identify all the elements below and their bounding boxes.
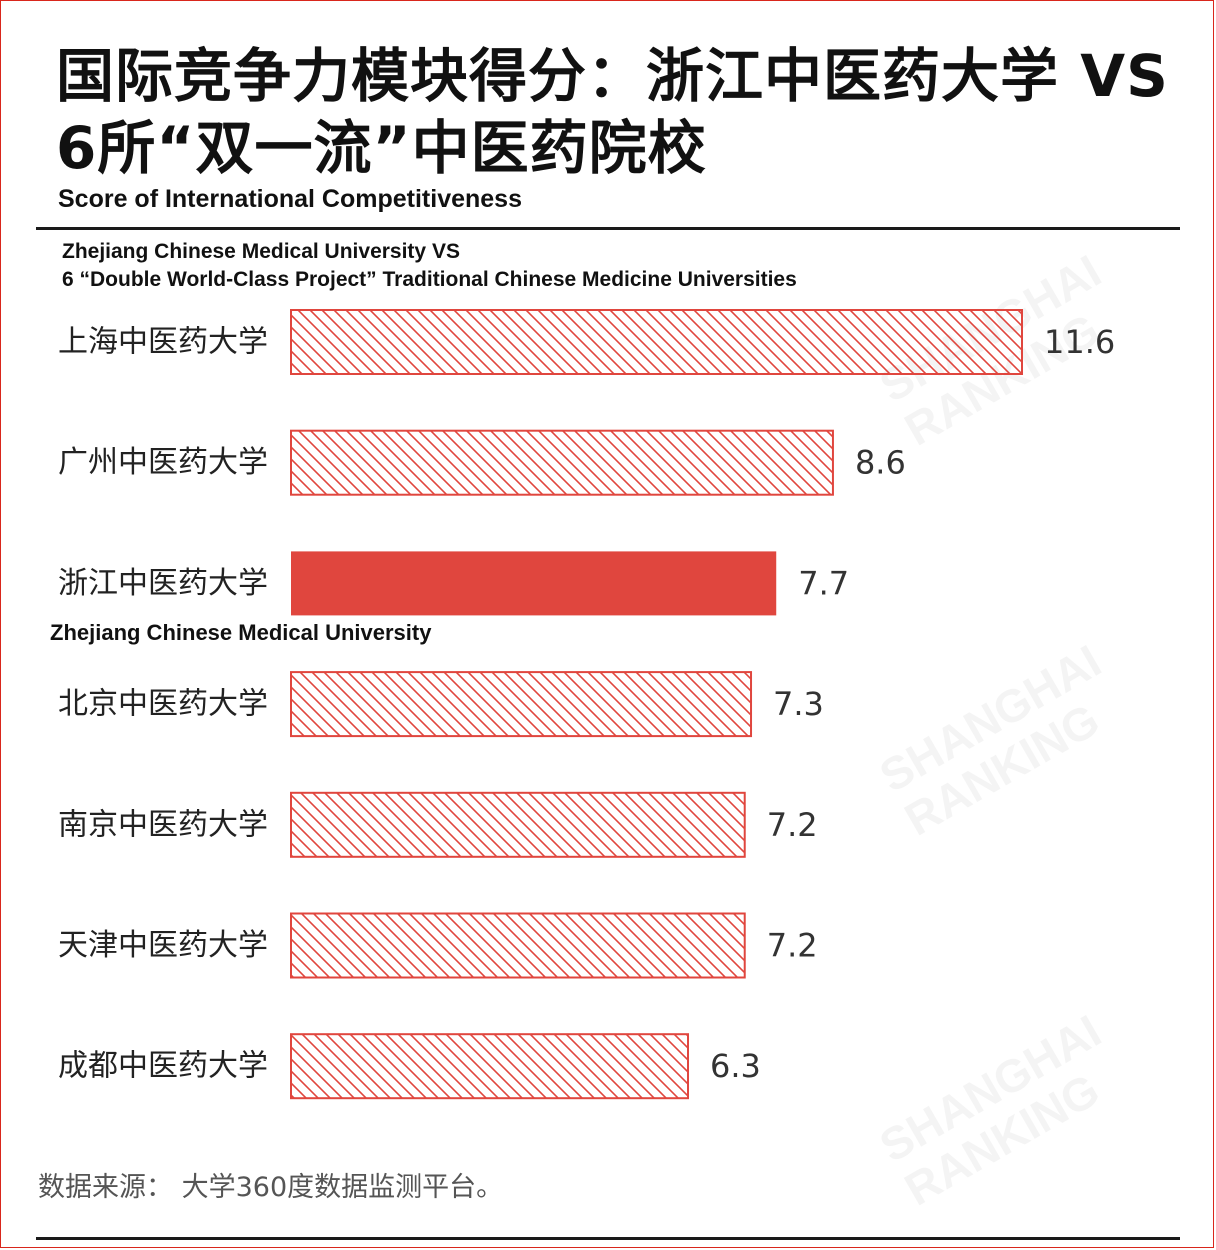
highlight-annotation: Zhejiang Chinese Medical University xyxy=(50,620,432,645)
value-label: 7.2 xyxy=(767,927,818,965)
chart-description: Zhejiang Chinese Medical University VS 6… xyxy=(62,238,797,294)
bar xyxy=(290,912,746,979)
category-label: 南京中医药大学 xyxy=(58,807,268,842)
category-label: 广州中医药大学 xyxy=(58,445,268,480)
bar xyxy=(290,671,753,738)
bar xyxy=(290,791,746,858)
category-label: 上海中医药大学 xyxy=(58,325,268,360)
chart-subtitle: Score of International Competitiveness xyxy=(58,185,522,213)
chart-title: 国际竞争力模块得分：浙江中医药大学 VS 6所“双一流”中医药院校 xyxy=(56,40,1176,184)
value-label: 6.3 xyxy=(710,1047,761,1085)
category-label: 北京中医药大学 xyxy=(58,687,268,722)
value-label: 7.3 xyxy=(773,685,824,723)
description-line-2: 6 “Double World-Class Project” Tradition… xyxy=(62,268,797,291)
bar xyxy=(290,429,834,496)
chart-title-line-2: 6所“双一流”中医药院校 xyxy=(56,114,707,182)
value-label: 7.7 xyxy=(798,564,849,602)
top-divider xyxy=(36,227,1180,230)
bar-highlighted xyxy=(291,551,777,616)
category-label: 浙江中医药大学 xyxy=(58,566,268,601)
data-source-note: 数据来源： 大学360度数据监测平台。 xyxy=(38,1172,504,1203)
value-label: 8.6 xyxy=(855,444,906,482)
value-label: 7.2 xyxy=(767,806,818,844)
chart-title-line-1: 国际竞争力模块得分：浙江中医药大学 VS xyxy=(56,42,1169,110)
bar xyxy=(290,1033,690,1100)
value-label: 11.6 xyxy=(1044,323,1115,361)
category-label: 天津中医药大学 xyxy=(58,928,268,963)
description-line-1: Zhejiang Chinese Medical University VS xyxy=(62,240,460,263)
bars-group: 上海中医药大学 11.6 广州中医药大学 8.6 浙江中医药大学 7.7 北京中医药大学 7.… xyxy=(58,309,1115,1100)
category-label: 成都中医药大学 xyxy=(58,1049,268,1084)
bottom-divider xyxy=(36,1237,1180,1240)
bar xyxy=(290,309,1023,375)
